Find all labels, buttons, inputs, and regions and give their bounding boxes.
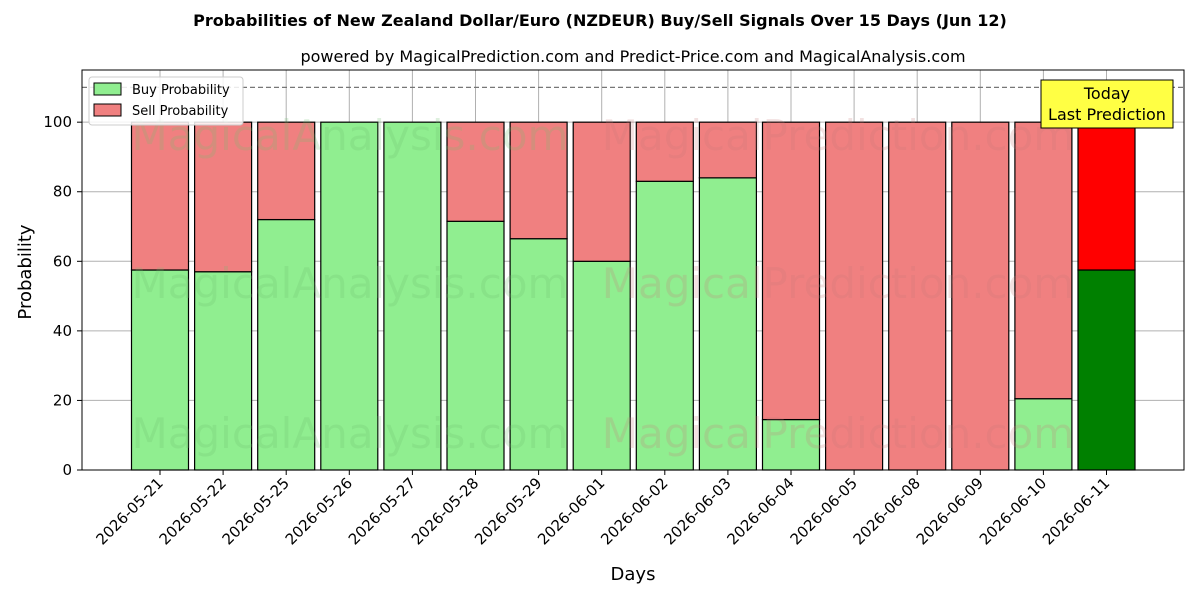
sell-bar	[509, 121, 568, 240]
sell-bar	[257, 121, 316, 221]
x-tick-label: 2026-06-02	[597, 474, 671, 548]
y-tick-label: 0	[62, 461, 72, 479]
buy-bar	[320, 121, 379, 471]
x-tick-label: 2026-05-22	[156, 474, 230, 548]
watermark-prediction: MagicalPrediction.com	[602, 259, 1075, 308]
x-tick-label: 2026-06-10	[976, 474, 1050, 548]
legend-swatch-buy	[93, 82, 122, 96]
sell-bar	[761, 121, 821, 421]
y-tick-label: 80	[53, 183, 72, 201]
legend-swatch-sell	[93, 103, 122, 117]
x-tick-label: 2026-06-01	[534, 474, 608, 548]
y-axis-label: Probability	[15, 224, 36, 319]
sell-bar	[698, 121, 758, 179]
x-tick-label: 2026-06-08	[850, 474, 924, 548]
x-tick-label: 2026-06-03	[660, 474, 734, 548]
x-tick-label: 2026-06-04	[723, 474, 797, 548]
legend-label-sell: Sell Probability	[132, 104, 229, 119]
x-tick-label: 2026-05-27	[345, 474, 419, 548]
chart-subtitle: powered by MagicalPrediction.com and Pre…	[300, 47, 965, 66]
buy-bar	[257, 218, 316, 471]
annotation-today: Today	[1083, 84, 1130, 103]
plot-frame	[81, 69, 1185, 471]
y-tick-label: 40	[53, 322, 72, 340]
sell-bar	[194, 121, 253, 273]
annotation-last-prediction: Last Prediction	[1048, 105, 1166, 124]
y-tick-label: 60	[53, 252, 72, 270]
x-tick-label: 2026-06-05	[787, 474, 861, 548]
buy-bar	[635, 180, 694, 471]
plot-area: MagicalAnalysis.com MagicalPrediction.com…	[43, 69, 1185, 548]
legend-label-buy: Buy Probability	[132, 83, 230, 98]
y-tick-label: 100	[43, 113, 72, 131]
buy-bar	[572, 260, 631, 471]
watermark-analysis: MagicalAnalysis.com	[132, 259, 569, 308]
x-tick-label: 2026-05-28	[408, 474, 482, 548]
x-tick-label: 2026-05-26	[282, 474, 356, 548]
buy-bar	[383, 121, 442, 471]
watermark-prediction: MagicalPrediction.com	[602, 111, 1075, 160]
x-tick-label: 2026-05-25	[219, 474, 293, 548]
buy-bar	[1014, 398, 1073, 471]
chart-title: Probabilities of New Zealand Dollar/Euro…	[193, 11, 1007, 30]
sell-bar	[1077, 121, 1136, 271]
watermark-analysis: MagicalAnalysis.com	[132, 409, 569, 458]
legend-box	[88, 76, 244, 126]
sell-bar	[1014, 121, 1073, 400]
buy-bar	[761, 418, 821, 471]
sell-bar	[951, 121, 1010, 471]
x-tick-label: 2026-06-09	[913, 474, 987, 548]
watermark-prediction: MagicalPrediction.com	[602, 409, 1075, 458]
buy-bar	[446, 220, 505, 471]
buy-bar	[698, 177, 758, 471]
x-axis-label: Days	[611, 564, 656, 585]
sell-bar	[824, 121, 884, 471]
buy-bar	[1077, 269, 1136, 471]
x-tick-label: 2026-05-21	[92, 474, 166, 548]
sell-bar	[446, 121, 505, 222]
y-tick-label: 20	[53, 391, 72, 409]
annotation-box	[1040, 79, 1174, 129]
x-tick-label: 2026-05-29	[471, 474, 545, 548]
sell-bar	[888, 121, 947, 471]
sell-bar	[130, 121, 190, 271]
x-tick-label: 2026-06-11	[1039, 474, 1113, 548]
sell-bar	[635, 121, 694, 182]
sell-bar	[572, 121, 631, 262]
